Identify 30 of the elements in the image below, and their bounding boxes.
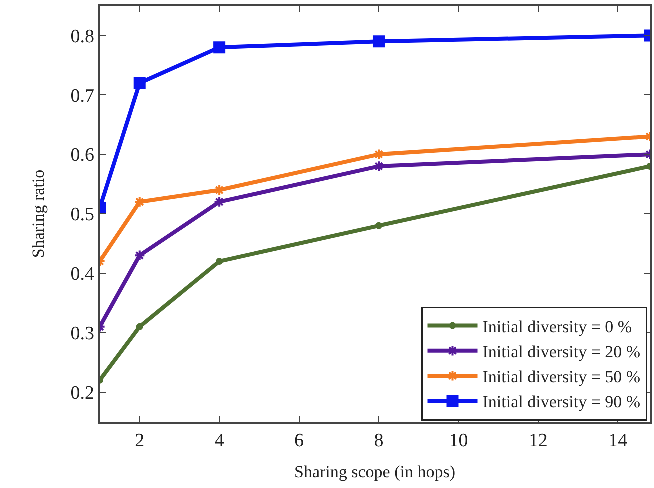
point — [375, 222, 382, 230]
y-tick-label: 0.7 — [70, 86, 94, 107]
y-tick-label: 0.4 — [70, 264, 95, 286]
x-axis-title: Sharing scope (in hops) — [294, 462, 456, 482]
x-tick-label: 8 — [374, 430, 384, 452]
point — [373, 160, 385, 172]
legend-label: Initial diversity = 0 % — [482, 317, 632, 336]
point — [214, 42, 226, 54]
x-tick-label: 6 — [294, 430, 304, 452]
y-tick-label: 0.8 — [70, 26, 94, 48]
point — [136, 323, 144, 330]
x-tick-label: 14 — [608, 430, 628, 452]
point — [372, 36, 385, 48]
legend-label: Initial diversity = 20 % — [482, 342, 641, 362]
point — [134, 77, 146, 90]
x-tick-label: 10 — [449, 430, 468, 452]
y-axis-title: Sharing ratio — [28, 170, 48, 258]
y-tick-label: 0.3 — [70, 324, 94, 345]
y-tick-label: 0.6 — [70, 145, 94, 166]
x-tick-label: 2 — [135, 430, 145, 452]
x-tick-label: 4 — [214, 430, 225, 452]
x-tick-label: 12 — [528, 430, 548, 452]
legend-label: Initial diversity = 50 % — [482, 368, 641, 387]
point — [134, 250, 146, 262]
y-tick-label: 0.2 — [70, 382, 94, 404]
point — [214, 196, 226, 208]
legend-label: Initial diversity = 90 % — [482, 392, 641, 412]
y-tick-label: 0.5 — [70, 204, 94, 226]
point — [373, 148, 385, 160]
point — [216, 258, 224, 266]
